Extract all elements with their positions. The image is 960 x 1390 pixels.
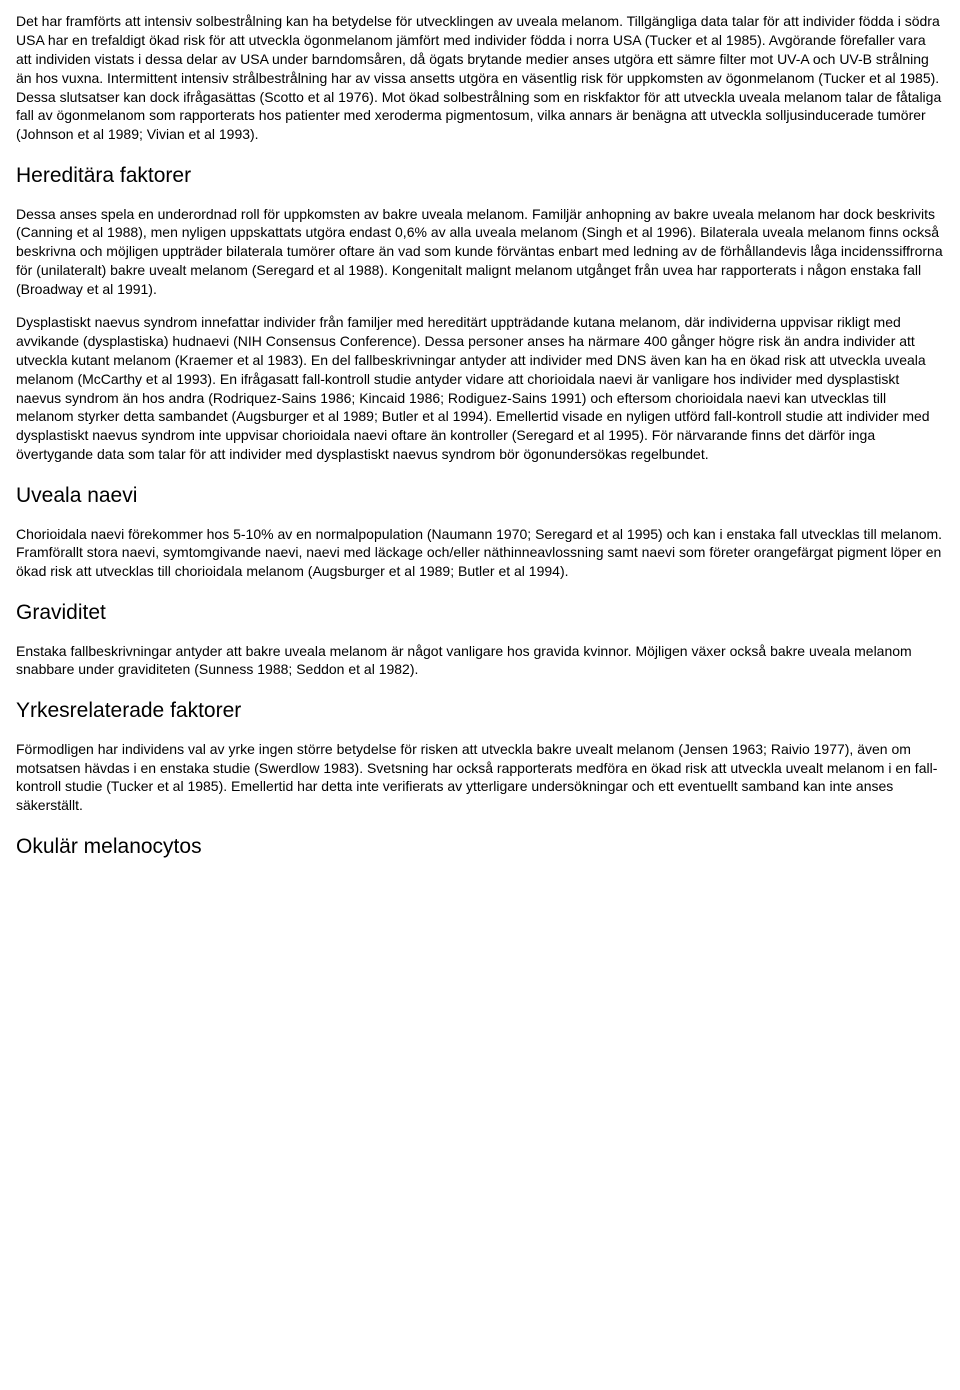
heading-pregnancy: Graviditet [16, 599, 944, 627]
paragraph-hereditary-2: Dysplastiskt naevus syndrom innefattar i… [16, 313, 944, 464]
paragraph-occupational: Förmodligen har individens val av yrke i… [16, 740, 944, 816]
paragraph-sun-exposure: Det har framförts att intensiv solbestrå… [16, 12, 944, 144]
paragraph-uveal-naevi: Chorioidala naevi förekommer hos 5-10% a… [16, 525, 944, 582]
heading-uveal-naevi: Uveala naevi [16, 482, 944, 510]
heading-hereditary-factors: Hereditära faktorer [16, 162, 944, 190]
paragraph-pregnancy: Enstaka fallbeskrivningar antyder att ba… [16, 642, 944, 680]
heading-occupational-factors: Yrkesrelaterade faktorer [16, 697, 944, 725]
heading-ocular-melanocytosis: Okulär melanocytos [16, 833, 944, 861]
paragraph-hereditary-1: Dessa anses spela en underordnad roll fö… [16, 205, 944, 299]
